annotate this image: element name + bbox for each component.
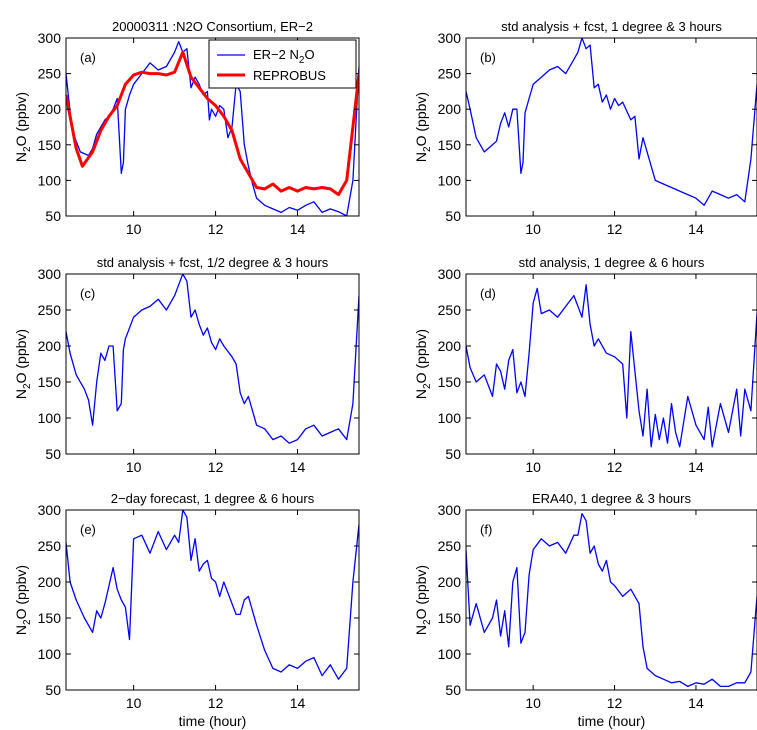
x-tick-label: 14 [290, 459, 306, 475]
y-tick-label: 100 [38, 646, 62, 662]
x-tick-label: 14 [688, 459, 704, 475]
x-axis-label: time (hour) [578, 713, 646, 729]
legend-label-er2: ER−2 N2O [253, 47, 315, 66]
chart-panel-b: 50 100 150 200 250 300 10 12 14 std analysis + fc… [413, 19, 757, 237]
y-tick-label: 150 [438, 137, 462, 153]
axes-frame [465, 273, 757, 455]
y-tick-label: 50 [445, 682, 461, 698]
y-tick-label: 200 [438, 338, 462, 354]
y-tick-label: 150 [38, 137, 62, 153]
panel-label: (d) [480, 286, 496, 301]
y-tick-label: 50 [45, 682, 61, 698]
y-tick-label: 250 [438, 66, 462, 82]
x-tick-label: 14 [290, 221, 306, 237]
panel-label: (c) [80, 286, 95, 301]
y-tick-label: 200 [38, 101, 62, 117]
y-tick-label: 300 [438, 502, 462, 518]
y-tick-label: 250 [38, 66, 62, 82]
y-tick-label: 300 [438, 30, 462, 46]
y-axis-label: N2O (ppbv) [413, 565, 433, 635]
x-tick-label: 10 [126, 695, 142, 711]
y-tick-label: 100 [38, 410, 62, 426]
x-tick-label: 12 [208, 459, 224, 475]
panel-label: (e) [80, 522, 96, 537]
x-tick-label: 10 [525, 459, 541, 475]
series-er2-line [66, 274, 359, 444]
y-axis-label: N2O (ppbv) [413, 92, 433, 162]
series-er2-line [466, 284, 757, 448]
y-tick-label: 50 [445, 208, 461, 224]
y-tick-label: 250 [38, 538, 62, 554]
y-tick-label: 300 [38, 502, 62, 518]
y-tick-label: 250 [438, 538, 462, 554]
legend-label-reprobus: REPROBUS [253, 68, 326, 83]
y-tick-label: 300 [438, 266, 462, 282]
chart-title: std analysis + fcst, 1/2 degree & 3 hour… [97, 255, 329, 270]
y-tick-label: 150 [438, 374, 462, 390]
y-axis-label: N2O (ppbv) [13, 565, 33, 635]
panel-label: (b) [480, 50, 496, 65]
chart-title: std analysis + fcst, 1 degree & 3 hours [501, 19, 722, 34]
chart-title: std analysis, 1 degree & 6 hours [519, 255, 705, 270]
y-tick-label: 200 [38, 574, 62, 590]
axes-frame [465, 37, 757, 217]
y-tick-label: 100 [438, 646, 462, 662]
x-tick-label: 14 [290, 695, 306, 711]
x-axis-label: time (hour) [179, 713, 247, 729]
y-tick-label: 300 [38, 30, 62, 46]
y-axis-label: N2O (ppbv) [13, 92, 33, 162]
x-tick-label: 10 [126, 459, 142, 475]
x-tick-label: 12 [208, 221, 224, 237]
x-tick-label: 12 [607, 459, 623, 475]
chart-panel-f: 50 100 150 200 250 300 10 12 14 ERA40, 1 degree &… [413, 491, 757, 729]
axes-frame [65, 273, 360, 455]
series-er2-line [66, 510, 359, 680]
y-tick-label: 250 [438, 302, 462, 318]
chart-panel-a: 50 100 150 200 250 300 10 12 14 20000311 :N2O Con… [13, 19, 360, 237]
x-tick-label: 12 [607, 695, 623, 711]
y-tick-label: 150 [38, 610, 62, 626]
panel-label: (f) [480, 522, 492, 537]
y-tick-label: 150 [438, 610, 462, 626]
y-tick-label: 250 [38, 302, 62, 318]
chart-title: 20000311 :N2O Consortium, ER−2 [112, 19, 313, 34]
chart-title: 2−day forecast, 1 degree & 6 hours [111, 491, 315, 506]
x-tick-label: 10 [525, 221, 541, 237]
x-tick-label: 12 [607, 221, 623, 237]
y-tick-label: 200 [438, 101, 462, 117]
axes-frame [65, 509, 360, 691]
chart-panel-d: 50 100 150 200 250 300 10 12 14 std analysis, 1 d… [413, 255, 757, 475]
y-tick-label: 50 [45, 446, 61, 462]
y-tick-label: 50 [445, 446, 461, 462]
y-tick-label: 300 [38, 266, 62, 282]
axes-frame [465, 509, 757, 691]
x-tick-label: 14 [688, 221, 704, 237]
y-tick-label: 150 [38, 374, 62, 390]
x-tick-label: 10 [126, 221, 142, 237]
y-tick-label: 200 [38, 338, 62, 354]
chart-panel-e: 50 100 150 200 250 300 10 12 14 2−day forecast, 1… [13, 491, 360, 729]
y-tick-label: 100 [438, 172, 462, 188]
axes-frame [65, 37, 360, 217]
x-tick-label: 12 [208, 695, 224, 711]
chart-panel-c: 50 100 150 200 250 300 10 12 14 std analysis + fc… [13, 255, 360, 475]
series-er2-line [466, 512, 757, 688]
panel-label: (a) [80, 50, 96, 65]
y-axis-label: N2O (ppbv) [13, 329, 33, 399]
y-tick-label: 100 [438, 410, 462, 426]
series-er2-line [466, 38, 757, 206]
y-tick-label: 200 [438, 574, 462, 590]
y-axis-label: N2O (ppbv) [413, 329, 433, 399]
legend: ER−2 N2O REPROBUS [208, 39, 357, 89]
x-tick-label: 14 [688, 695, 704, 711]
x-tick-label: 10 [525, 695, 541, 711]
y-tick-label: 50 [45, 208, 61, 224]
series-reprobus-line [66, 50, 359, 197]
chart-title: ERA40, 1 degree & 3 hours [532, 491, 691, 506]
y-tick-label: 100 [38, 172, 62, 188]
